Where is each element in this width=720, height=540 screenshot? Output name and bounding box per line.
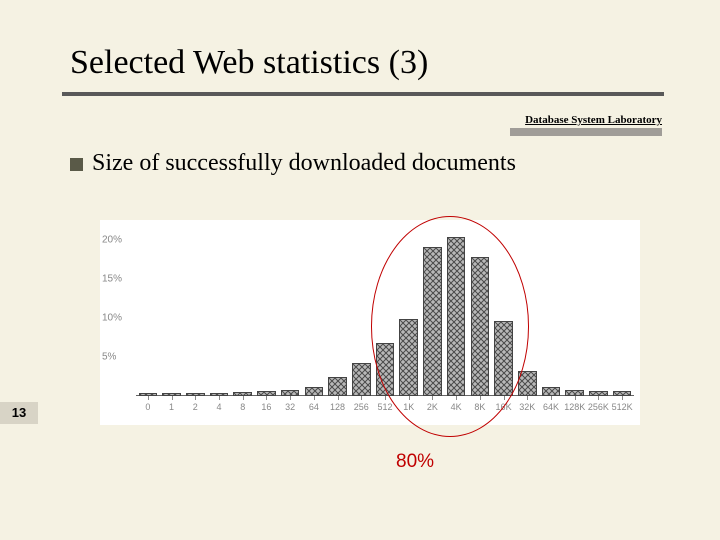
lab-label: Database System Laboratory (525, 114, 662, 126)
x-tick (409, 396, 410, 400)
bar (518, 371, 536, 396)
page-title: Selected Web statistics (3) (70, 44, 428, 82)
x-tick (172, 396, 173, 400)
x-tick-label: 128K (564, 402, 585, 412)
x-tick-label: 4K (451, 402, 462, 412)
x-tick-label: 128 (330, 402, 345, 412)
x-tick-label: 1K (403, 402, 414, 412)
x-tick-label: 512 (377, 402, 392, 412)
x-tick (361, 396, 362, 400)
bar (471, 257, 489, 396)
slide-number: 13 (0, 402, 38, 424)
plot-area: 5%10%15%20%012481632641282565121K2K4K8K1… (136, 224, 634, 396)
x-tick (622, 396, 623, 400)
x-tick (266, 396, 267, 400)
x-tick (480, 396, 481, 400)
x-tick (243, 396, 244, 400)
size-histogram-chart: 5% 10% 15% 20% 0 1 2 4 8 16 32 64 128 256 512 1K 2K 4K 8K 1… (100, 220, 640, 425)
bar (305, 387, 323, 396)
x-tick-label: 256K (588, 402, 609, 412)
lab-bar (510, 128, 662, 136)
x-tick-label: 512K (612, 402, 633, 412)
x-tick (148, 396, 149, 400)
x-tick (504, 396, 505, 400)
x-tick-label: 8K (474, 402, 485, 412)
x-tick (432, 396, 433, 400)
x-tick (551, 396, 552, 400)
x-tick-label: 64 (309, 402, 319, 412)
x-tick (290, 396, 291, 400)
x-tick-label: 16 (261, 402, 271, 412)
x-tick (219, 396, 220, 400)
x-tick (314, 396, 315, 400)
y-tick-label: 10% (102, 312, 122, 323)
bar (399, 319, 417, 396)
x-tick-label: 64K (543, 402, 559, 412)
x-tick-label: 2 (193, 402, 198, 412)
x-tick-label: 0 (145, 402, 150, 412)
y-tick-label: 5% (102, 351, 116, 362)
bar (494, 321, 512, 396)
x-tick-label: 8 (240, 402, 245, 412)
x-tick-label: 4 (216, 402, 221, 412)
title-underline (62, 92, 664, 96)
x-tick-label: 2K (427, 402, 438, 412)
x-tick-label: 32 (285, 402, 295, 412)
x-tick-label: 1 (169, 402, 174, 412)
x-tick (385, 396, 386, 400)
bar (352, 363, 370, 396)
y-tick-label: 15% (102, 273, 122, 284)
bar (376, 343, 394, 396)
x-tick (598, 396, 599, 400)
y-tick-label: 20% (102, 234, 122, 245)
x-tick (338, 396, 339, 400)
bar (328, 377, 346, 396)
x-tick (575, 396, 576, 400)
bar (542, 387, 560, 396)
x-tick-label: 32K (519, 402, 535, 412)
bullet-icon (70, 158, 83, 171)
bar (447, 237, 465, 396)
x-tick (456, 396, 457, 400)
x-tick-label: 256 (354, 402, 369, 412)
bar (423, 247, 441, 396)
x-tick (195, 396, 196, 400)
annotation-80pct: 80% (396, 451, 434, 473)
x-tick (527, 396, 528, 400)
bullet-text: Size of successfully downloaded document… (92, 150, 516, 177)
x-tick-label: 16K (496, 402, 512, 412)
